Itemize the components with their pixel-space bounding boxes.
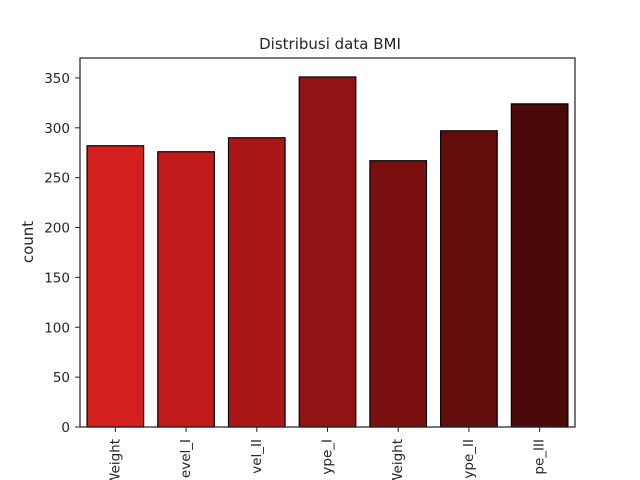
y-axis: 0 50 100 150 200 250 300 350	[44, 71, 80, 436]
x-tick-label-3: ype_I	[320, 439, 336, 475]
bar-0	[86, 145, 145, 428]
plot-frame	[79, 57, 576, 428]
bar-1	[157, 151, 215, 428]
x-tick-label-0: Weight	[107, 439, 123, 480]
y-tick-label-3: 150	[44, 270, 70, 286]
y-tick-label-1: 50	[53, 370, 70, 386]
y-tick-label-7: 350	[44, 71, 70, 87]
bar-2	[227, 137, 286, 428]
x-tick-label-4: Weight	[390, 439, 406, 480]
bar-4	[369, 160, 428, 428]
y-tick-label-2: 100	[44, 320, 70, 336]
y-tick-label-0: 0	[61, 420, 70, 436]
bar-5	[440, 130, 498, 428]
x-tick-label-6: pe_III	[532, 439, 548, 475]
x-tick-label-2: vel_II	[249, 439, 265, 474]
x-tick-label-5: ype_II	[461, 439, 477, 479]
chart-title: Distribusi data BMI	[259, 35, 401, 53]
y-tick-label-6: 300	[44, 121, 70, 137]
y-axis-label: count	[19, 221, 37, 263]
x-axis: Weight evel_I vel_II ype_I Weight ype_II pe_II…	[107, 427, 548, 480]
x-tick-label-1: evel_I	[178, 439, 194, 478]
bar-6	[510, 103, 569, 428]
bar-3	[298, 76, 357, 428]
y-tick-label-5: 250	[44, 171, 70, 187]
bars-group	[86, 76, 569, 428]
y-tick-label-4: 200	[44, 221, 70, 237]
